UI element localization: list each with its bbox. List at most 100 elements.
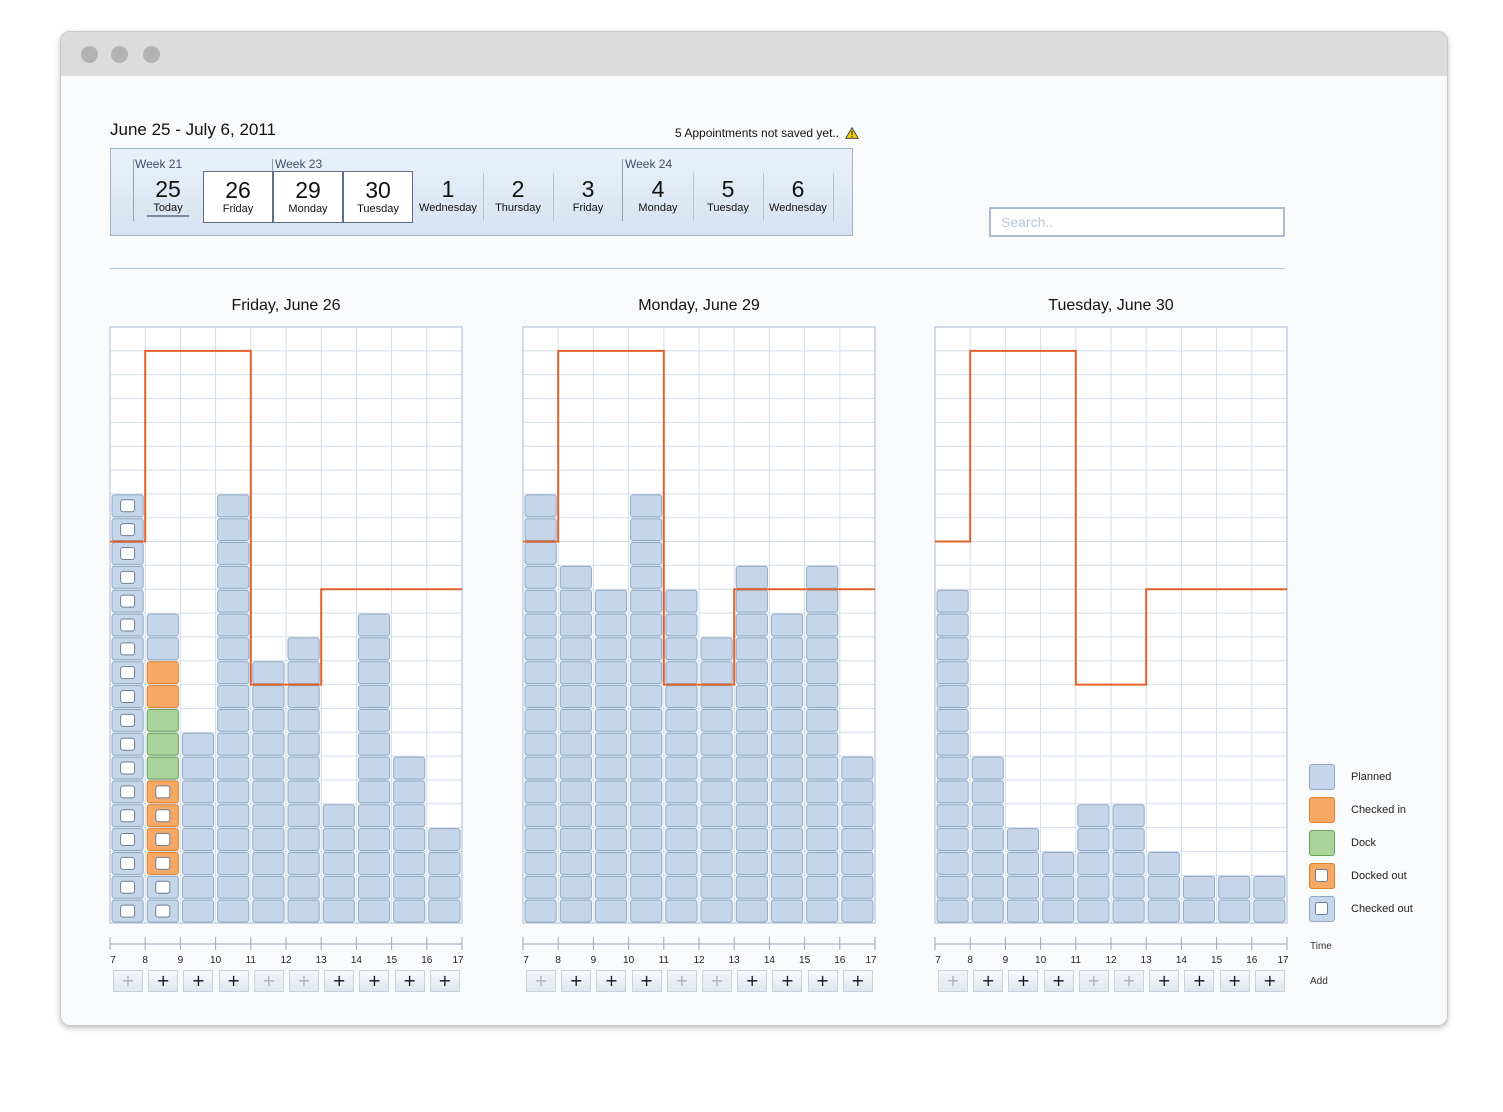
appointment-slot-planned[interactable] — [524, 661, 557, 685]
add-appointment-button[interactable]: + — [842, 970, 873, 992]
appointment-slot-checked-out[interactable] — [111, 661, 144, 685]
appointment-slot-planned[interactable] — [1253, 875, 1286, 899]
appointment-slot-planned[interactable] — [357, 732, 391, 756]
appointment-slot-planned[interactable] — [252, 708, 285, 732]
appointment-slot-planned[interactable] — [287, 756, 320, 780]
appointment-slot-planned[interactable] — [735, 708, 768, 732]
appointment-slot-planned[interactable] — [735, 589, 768, 613]
appointment-slot-planned[interactable] — [630, 613, 663, 637]
appointment-slot-planned[interactable] — [594, 661, 628, 685]
add-appointment-button[interactable]: + — [973, 970, 1004, 992]
appointment-slot-planned[interactable] — [217, 756, 250, 780]
add-appointment-button[interactable]: + — [289, 970, 319, 992]
appointment-slot-planned[interactable] — [841, 804, 874, 828]
appointment-slot-planned[interactable] — [217, 780, 250, 804]
appointment-slot-planned[interactable] — [700, 875, 733, 899]
appointment-slot-planned[interactable] — [594, 828, 628, 851]
appointment-slot-planned[interactable] — [559, 804, 592, 828]
appointment-slot-planned[interactable] — [770, 804, 804, 828]
appointment-slot-planned[interactable] — [252, 804, 285, 828]
appointment-slot-planned[interactable] — [287, 875, 320, 899]
appointment-slot-planned[interactable] — [217, 851, 250, 875]
add-appointment-button[interactable]: + — [1184, 970, 1215, 992]
appointment-slot-planned[interactable] — [357, 661, 391, 685]
appointment-slot-planned[interactable] — [700, 685, 733, 708]
appointment-slot-planned[interactable] — [630, 518, 663, 542]
appointment-slot-planned[interactable] — [700, 661, 733, 685]
appointment-slot-planned[interactable] — [322, 899, 355, 923]
appointment-slot-planned[interactable] — [936, 851, 969, 875]
appointment-slot-planned[interactable] — [217, 542, 250, 565]
add-appointment-button[interactable]: + — [113, 970, 143, 992]
appointment-slot-planned[interactable] — [700, 851, 733, 875]
appointment-slot-planned[interactable] — [806, 780, 839, 804]
appointment-slot-planned[interactable] — [594, 780, 628, 804]
appointment-slot-planned[interactable] — [936, 589, 969, 613]
appointment-slot-dock[interactable] — [146, 756, 179, 780]
appointment-slot-planned[interactable] — [665, 828, 698, 851]
appointment-slot-planned[interactable] — [700, 732, 733, 756]
appointment-slot-planned[interactable] — [806, 756, 839, 780]
unsaved-notice[interactable]: 5 Appointments not saved yet.. — [675, 126, 860, 140]
appointment-slot-planned[interactable] — [630, 851, 663, 875]
appointment-slot-planned[interactable] — [665, 899, 698, 923]
appointment-slot-planned[interactable] — [217, 828, 250, 851]
appointment-slot-planned[interactable] — [217, 708, 250, 732]
appointment-slot-checked-out[interactable] — [146, 899, 179, 923]
appointment-slot-planned[interactable] — [806, 661, 839, 685]
appointment-slot-planned[interactable] — [1112, 828, 1145, 851]
appointment-slot-planned[interactable] — [559, 899, 592, 923]
add-appointment-button[interactable]: + — [737, 970, 768, 992]
appointment-slot-planned[interactable] — [559, 637, 592, 661]
appointment-slot-planned[interactable] — [559, 851, 592, 875]
appointment-slot-planned[interactable] — [428, 851, 461, 875]
appointment-slot-planned[interactable] — [806, 851, 839, 875]
appointment-slot-planned[interactable] — [594, 804, 628, 828]
appointment-slot-planned[interactable] — [393, 851, 426, 875]
appointment-slot-planned[interactable] — [559, 685, 592, 708]
appointment-slot-planned[interactable] — [735, 756, 768, 780]
appointment-slot-checked-out[interactable] — [111, 613, 144, 637]
appointment-slot-planned[interactable] — [594, 851, 628, 875]
appointment-slot-planned[interactable] — [971, 780, 1004, 804]
appointment-slot-dock[interactable] — [146, 708, 179, 732]
appointment-slot-planned[interactable] — [806, 828, 839, 851]
appointment-slot-checked-out[interactable] — [111, 828, 144, 851]
appointment-slot-planned[interactable] — [1006, 875, 1040, 899]
appointment-slot-planned[interactable] — [357, 685, 391, 708]
appointment-slot-planned[interactable] — [770, 613, 804, 637]
appointment-slot-checked-out[interactable] — [111, 732, 144, 756]
add-appointment-button[interactable]: + — [702, 970, 732, 992]
appointment-slot-planned[interactable] — [217, 732, 250, 756]
search-input[interactable] — [989, 207, 1285, 237]
appointment-slot-planned[interactable] — [357, 708, 391, 732]
appointment-slot-planned[interactable] — [841, 875, 874, 899]
appointment-slot-planned[interactable] — [700, 899, 733, 923]
appointment-slot-planned[interactable] — [217, 565, 250, 589]
appointment-slot-planned[interactable] — [524, 804, 557, 828]
appointment-slot-planned[interactable] — [217, 494, 250, 518]
appointment-slot-planned[interactable] — [770, 780, 804, 804]
day-cell-3[interactable]: 3 Friday — [553, 171, 623, 223]
add-appointment-button[interactable]: + — [183, 970, 214, 992]
appointment-slot-planned[interactable] — [524, 780, 557, 804]
appointment-slot-planned[interactable] — [806, 708, 839, 732]
appointment-slot-planned[interactable] — [806, 899, 839, 923]
appointment-slot-planned[interactable] — [700, 637, 733, 661]
appointment-slot-planned[interactable] — [665, 732, 698, 756]
appointment-slot-planned[interactable] — [393, 780, 426, 804]
appointment-slot-planned[interactable] — [217, 637, 250, 661]
add-appointment-button[interactable]: + — [772, 970, 803, 992]
appointment-slot-planned[interactable] — [936, 661, 969, 685]
appointment-slot-planned[interactable] — [1042, 899, 1075, 923]
appointment-slot-planned[interactable] — [594, 708, 628, 732]
appointment-slot-planned[interactable] — [936, 875, 969, 899]
appointment-slot-planned[interactable] — [630, 685, 663, 708]
appointment-slot-planned[interactable] — [841, 828, 874, 851]
appointment-slot-planned[interactable] — [735, 828, 768, 851]
appointment-slot-planned[interactable] — [594, 685, 628, 708]
appointment-slot-planned[interactable] — [322, 851, 355, 875]
appointment-slot-planned[interactable] — [1182, 875, 1216, 899]
appointment-slot-planned[interactable] — [630, 589, 663, 613]
appointment-slot-planned[interactable] — [841, 780, 874, 804]
